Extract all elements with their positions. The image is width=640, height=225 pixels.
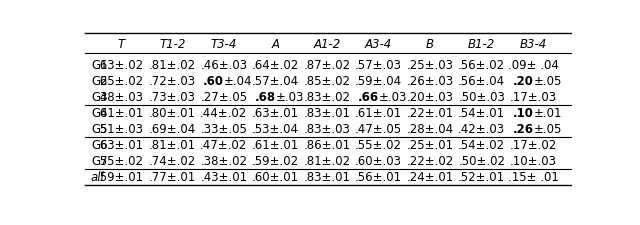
Text: .54±.01: .54±.01: [458, 106, 506, 119]
Text: .28±.04: .28±.04: [406, 122, 454, 135]
Text: G1: G1: [91, 59, 108, 72]
Text: .56±.02: .56±.02: [458, 59, 506, 72]
Text: .61±.01: .61±.01: [355, 106, 402, 119]
Text: .24±.01: .24±.01: [406, 170, 454, 183]
Text: .63±.01: .63±.01: [97, 138, 144, 151]
Text: .25±.01: .25±.01: [406, 138, 454, 151]
Text: .43±.01: .43±.01: [200, 170, 248, 183]
Text: .15± .01: .15± .01: [508, 170, 559, 183]
Text: .48±.03: .48±.03: [97, 90, 144, 104]
Text: B3-4: B3-4: [520, 37, 547, 50]
Text: .47±.05: .47±.05: [355, 122, 402, 135]
Text: .65±.02: .65±.02: [97, 74, 144, 88]
Text: .56±.01: .56±.01: [355, 170, 402, 183]
Text: .50±.02: .50±.02: [458, 154, 505, 167]
Text: T3-4: T3-4: [211, 37, 237, 50]
Text: ±.05: ±.05: [533, 122, 562, 135]
Text: G7: G7: [91, 154, 108, 167]
Text: ±.04: ±.04: [224, 74, 252, 88]
Text: .60±.01: .60±.01: [252, 170, 299, 183]
Text: .83±.02: .83±.02: [303, 90, 351, 104]
Text: .74±.02: .74±.02: [148, 154, 196, 167]
Text: .83±.01: .83±.01: [303, 170, 351, 183]
Text: .87±.02: .87±.02: [303, 59, 351, 72]
Text: T: T: [117, 37, 124, 50]
Text: A1-2: A1-2: [314, 37, 340, 50]
Text: ±.05: ±.05: [533, 74, 562, 88]
Text: T1-2: T1-2: [159, 37, 186, 50]
Text: .25±.03: .25±.03: [406, 59, 454, 72]
Text: .63±.01: .63±.01: [252, 106, 299, 119]
Text: .44±.02: .44±.02: [200, 106, 248, 119]
Text: .46±.03: .46±.03: [200, 59, 248, 72]
Text: G5: G5: [91, 122, 108, 135]
Text: all: all: [91, 170, 105, 183]
Text: ±.03: ±.03: [379, 90, 407, 104]
Text: G3: G3: [91, 90, 108, 104]
Text: .83±.03: .83±.03: [303, 122, 351, 135]
Text: .20±.03: .20±.03: [406, 90, 454, 104]
Text: .54±.02: .54±.02: [458, 138, 506, 151]
Text: G4: G4: [91, 106, 108, 119]
Text: .51±.03: .51±.03: [97, 122, 144, 135]
Text: .56±.04: .56±.04: [458, 74, 506, 88]
Text: .42±.03: .42±.03: [458, 122, 506, 135]
Text: A: A: [271, 37, 280, 50]
Text: .55±.02: .55±.02: [355, 138, 402, 151]
Text: .57±.04: .57±.04: [252, 74, 299, 88]
Text: .57±.03: .57±.03: [355, 59, 402, 72]
Text: .81±.02: .81±.02: [148, 59, 196, 72]
Text: .85±.02: .85±.02: [303, 74, 351, 88]
Text: .66: .66: [358, 90, 379, 104]
Text: .33±.05: .33±.05: [200, 122, 247, 135]
Text: .09± .04: .09± .04: [508, 59, 559, 72]
Text: .26±.03: .26±.03: [406, 74, 454, 88]
Text: ±.03: ±.03: [275, 90, 304, 104]
Text: .26: .26: [513, 122, 533, 135]
Text: G6: G6: [91, 138, 108, 151]
Text: .53±.04: .53±.04: [252, 122, 299, 135]
Text: .10±.03: .10±.03: [510, 154, 557, 167]
Text: .80±.01: .80±.01: [148, 106, 196, 119]
Text: .86±.01: .86±.01: [303, 138, 351, 151]
Text: .17±.02: .17±.02: [509, 138, 557, 151]
Text: B1-2: B1-2: [468, 37, 495, 50]
Text: .61±.01: .61±.01: [252, 138, 299, 151]
Text: .52±.01: .52±.01: [458, 170, 506, 183]
Text: .47±.02: .47±.02: [200, 138, 248, 151]
Text: .59±.01: .59±.01: [97, 170, 144, 183]
Text: .83±.01: .83±.01: [303, 106, 351, 119]
Text: .63±.02: .63±.02: [97, 59, 144, 72]
Text: .59±.02: .59±.02: [252, 154, 299, 167]
Text: .68: .68: [254, 90, 275, 104]
Text: A3-4: A3-4: [365, 37, 392, 50]
Text: .38±.02: .38±.02: [200, 154, 247, 167]
Text: .72±.03: .72±.03: [148, 74, 196, 88]
Text: .27±.05: .27±.05: [200, 90, 248, 104]
Text: .10: .10: [513, 106, 533, 119]
Text: .60: .60: [203, 74, 224, 88]
Text: .22±.01: .22±.01: [406, 106, 454, 119]
Text: .64±.02: .64±.02: [252, 59, 299, 72]
Text: .73±.03: .73±.03: [148, 90, 196, 104]
Text: G2: G2: [91, 74, 108, 88]
Text: .20: .20: [513, 74, 533, 88]
Text: B: B: [426, 37, 434, 50]
Text: .81±.02: .81±.02: [303, 154, 351, 167]
Text: .50±.03: .50±.03: [458, 90, 505, 104]
Text: .22±.02: .22±.02: [406, 154, 454, 167]
Text: .81±.01: .81±.01: [148, 138, 196, 151]
Text: .55±.02: .55±.02: [97, 154, 144, 167]
Text: .77±.01: .77±.01: [148, 170, 196, 183]
Text: .69±.04: .69±.04: [148, 122, 196, 135]
Text: .17±.03: .17±.03: [510, 90, 557, 104]
Text: ±.01: ±.01: [533, 106, 562, 119]
Text: .59±.04: .59±.04: [355, 74, 402, 88]
Text: .61±.01: .61±.01: [97, 106, 144, 119]
Text: .60±.03: .60±.03: [355, 154, 402, 167]
